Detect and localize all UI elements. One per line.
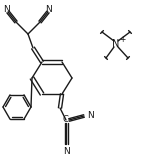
Text: +: + [119, 35, 125, 44]
Text: N: N [46, 4, 52, 14]
Text: N: N [4, 4, 10, 14]
Text: N: N [112, 39, 120, 49]
Text: C: C [62, 115, 68, 124]
Text: N: N [63, 146, 69, 156]
Text: N: N [87, 111, 93, 121]
